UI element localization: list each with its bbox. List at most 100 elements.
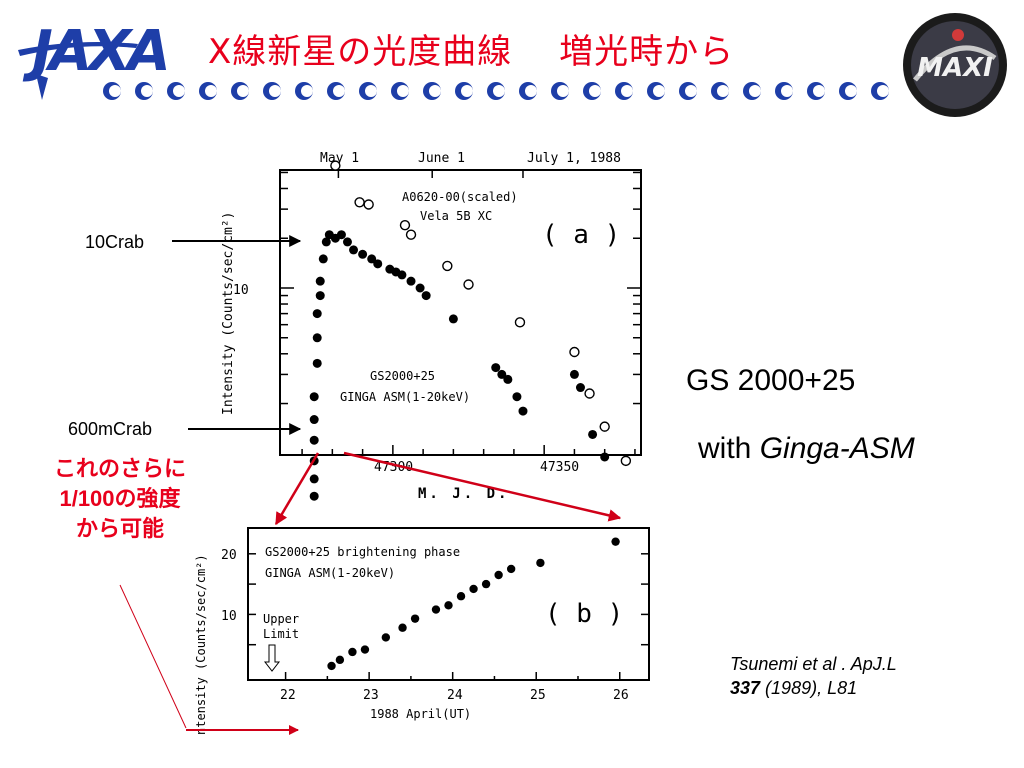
panel-b-tag: ( b ): [545, 599, 623, 629]
legend-brightening: GS2000+25 brightening phase: [265, 545, 460, 559]
data-point-gs2000: [318, 254, 328, 264]
decor-dot-highlight: [461, 85, 473, 97]
data-point-brightening: [469, 584, 478, 594]
note-text: これのさらに 1/100の強度 から可能: [20, 454, 220, 544]
data-point-gs2000: [342, 237, 352, 247]
decor-dot-highlight: [205, 85, 217, 97]
ytick-10: 10: [221, 609, 237, 624]
data-point-gs2000: [397, 270, 407, 280]
decor-dot-highlight: [301, 85, 313, 97]
data-point-gs2000: [309, 392, 319, 402]
panel-a-tag: ( a ): [542, 220, 620, 250]
limit-label: Limit: [263, 627, 299, 641]
object-name: GS 2000+25: [686, 364, 856, 397]
instrument-name: Ginga-ASM: [759, 432, 915, 465]
data-point-gs2000: [518, 406, 528, 416]
data-point-brightening: [360, 645, 370, 654]
data-point-brightening: [481, 579, 491, 589]
decor-dot-highlight: [653, 85, 665, 97]
data-point-brightening: [456, 592, 466, 601]
decor-dot-highlight: [589, 85, 601, 97]
xtick-22: 22: [280, 688, 296, 703]
data-point-gs2000: [421, 291, 431, 301]
data-point-gs2000: [312, 309, 322, 319]
data-point-brightening: [381, 633, 391, 642]
upper-limit-arrow-icon: [263, 644, 281, 672]
data-point-gs2000: [575, 383, 585, 393]
data-point-a0620: [405, 229, 417, 240]
data-point-gs2000: [497, 369, 507, 379]
xtick-47300: 47300: [374, 460, 413, 475]
maxi-mission-badge: MAXI: [900, 10, 1010, 120]
data-point-gs2000: [336, 230, 346, 240]
note-line-2: 1/100の強度: [59, 486, 181, 511]
y-axis-label: Intensity (Counts/sec/cm²): [221, 212, 236, 416]
data-point-brightening: [398, 623, 407, 632]
legend-ginga-b: GINGA ASM(1-20keV): [265, 566, 395, 580]
data-point-gs2000: [315, 291, 325, 301]
logo-text: JAXA: [22, 19, 167, 84]
data-point-brightening: [335, 655, 345, 665]
data-point-gs2000: [600, 452, 610, 462]
data-point-gs2000: [503, 374, 513, 384]
data-point-brightening: [327, 661, 336, 671]
data-point-gs2000: [315, 276, 325, 286]
decor-dot-highlight: [269, 85, 281, 97]
data-point-a0620: [463, 279, 474, 290]
data-point-brightening: [536, 558, 545, 568]
data-point-gs2000: [309, 415, 319, 425]
data-point-gs2000: [349, 245, 359, 255]
decor-dot-highlight: [781, 85, 793, 97]
citation-line-1: Tsunemi et al . ApJ.L: [730, 654, 897, 674]
xtick-47350: 47350: [540, 460, 579, 475]
data-point-gs2000: [448, 314, 458, 324]
data-point-a0620: [363, 199, 374, 210]
lightcurve-panel-b: 20 10 ntensity (Counts/sec/cm²) 22 23 24…: [185, 525, 691, 740]
data-point-a0620: [514, 317, 526, 328]
data-point-brightening: [410, 614, 420, 623]
top-tick-july: July 1, 1988: [527, 151, 621, 166]
citation-volume: 337: [730, 678, 761, 698]
decor-dot-highlight: [365, 85, 377, 97]
data-point-gs2000: [415, 283, 425, 293]
data-point-a0620: [620, 455, 632, 467]
data-point-brightening: [444, 601, 453, 610]
jaxa-logo: JAXA: [18, 8, 203, 108]
citation-pages: (1989), L81: [760, 678, 858, 698]
decor-dot-highlight: [109, 85, 121, 97]
data-point-gs2000: [588, 429, 598, 439]
decor-dot-highlight: [493, 85, 505, 97]
data-point-gs2000: [309, 491, 319, 501]
data-point-gs2000: [309, 435, 319, 445]
legend-vela: Vela 5B XC: [420, 209, 492, 223]
decorative-dots-row: [100, 80, 900, 102]
legend-gs2000: GS2000+25: [370, 369, 435, 383]
decor-dot-highlight: [525, 85, 537, 97]
decor-dot-highlight: [877, 85, 889, 97]
slide-title: X線新星の光度曲線 増光時から: [208, 32, 735, 72]
zoom-arrow-left: [274, 452, 320, 526]
citation: Tsunemi et al . ApJ.L 337 (1989), L81: [730, 652, 1010, 700]
data-point-gs2000: [406, 276, 416, 286]
data-point-gs2000: [321, 237, 331, 247]
note-line-1: これのさらに: [53, 456, 186, 481]
decor-dot-highlight: [717, 85, 729, 97]
instrument-line: with Ginga-ASM: [698, 432, 915, 466]
legend-a0620: A0620-00(scaled): [402, 190, 518, 204]
data-point-a0620: [330, 160, 341, 171]
decor-dot-highlight: [333, 85, 345, 97]
decor-dot-highlight: [173, 85, 185, 97]
data-point-gs2000: [358, 249, 368, 259]
decor-dot-highlight: [621, 85, 633, 97]
data-point-gs2000: [373, 259, 383, 269]
y-axis-label-b: ntensity (Counts/sec/cm²): [194, 554, 208, 735]
data-point-gs2000: [491, 363, 501, 373]
data-point-gs2000: [309, 474, 319, 484]
data-point-gs2000: [569, 369, 579, 379]
data-point-a0620: [584, 388, 595, 399]
decor-dot-highlight: [845, 85, 857, 97]
badge-text: MAXI: [917, 53, 993, 83]
note-line-3: から可能: [75, 516, 164, 541]
data-point-brightening: [506, 564, 516, 574]
